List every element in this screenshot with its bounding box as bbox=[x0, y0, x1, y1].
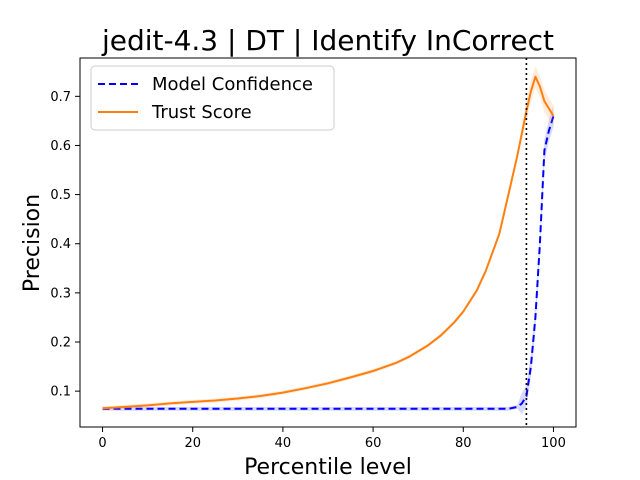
legend-label-model-confidence: Model Confidence bbox=[152, 74, 313, 95]
plot-area bbox=[102, 58, 555, 427]
x-tick-label: 100 bbox=[541, 436, 566, 451]
y-tick-label: 0.4 bbox=[50, 237, 71, 252]
axis-ticks: 0 20 40 60 80 100 0.1 0.2 0.3 0.4 0.5 0.6 0.7 bbox=[50, 90, 566, 451]
legend: Model Confidence Trust Score bbox=[90, 65, 335, 131]
series-line-trust-score bbox=[102, 75, 555, 410]
x-axis-label: Percentile level bbox=[244, 455, 412, 480]
x-tick-label: 20 bbox=[184, 436, 201, 451]
y-tick-label: 0.3 bbox=[50, 286, 71, 301]
y-tick-label: 0.1 bbox=[50, 385, 71, 400]
y-axis-label: Precision bbox=[20, 194, 45, 292]
y-tick-label: 0.7 bbox=[50, 90, 71, 105]
x-tick-label: 0 bbox=[98, 436, 106, 451]
x-tick-label: 60 bbox=[365, 436, 382, 451]
legend-label-trust-score: Trust Score bbox=[151, 102, 252, 123]
chart-title: jedit-4.3 | DT | Identify InCorrect bbox=[101, 24, 554, 57]
plot-frame bbox=[79, 57, 577, 428]
legend-box bbox=[90, 65, 335, 131]
x-tick-label: 80 bbox=[455, 436, 472, 451]
y-tick-label: 0.2 bbox=[50, 335, 71, 350]
x-tick-label: 40 bbox=[275, 436, 292, 451]
series-line-model-confidence bbox=[102, 115, 555, 410]
y-tick-label: 0.5 bbox=[50, 188, 71, 203]
y-tick-label: 0.6 bbox=[50, 139, 71, 154]
